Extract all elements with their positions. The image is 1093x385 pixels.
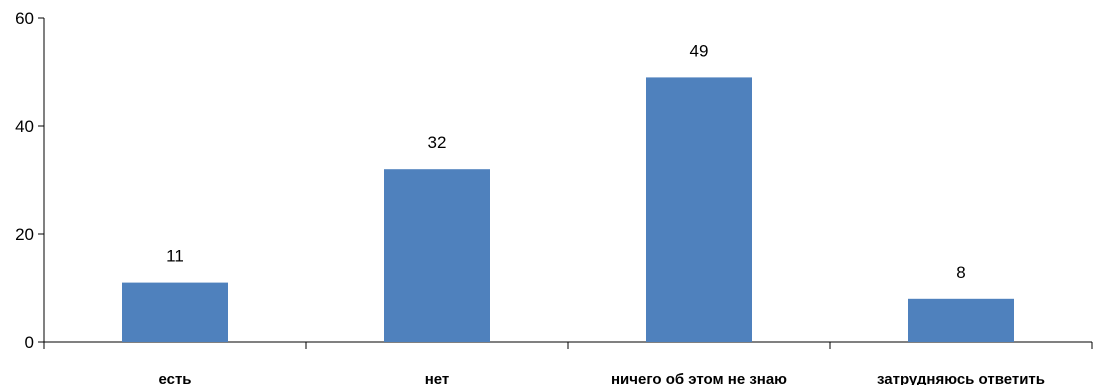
data-labels: 11 32 49 8 [166, 41, 966, 281]
x-category-label: нет [425, 371, 450, 385]
x-category-label: затрудняюсь ответить [877, 371, 1045, 385]
x-category-label: ничего об этом не знаю [611, 371, 787, 385]
bar [384, 169, 490, 342]
y-tick-label: 60 [15, 9, 34, 28]
x-category-label: есть [158, 371, 191, 385]
bars [122, 77, 1014, 343]
bar-value-label: 8 [956, 263, 965, 282]
y-tick-label: 20 [15, 225, 34, 244]
bar [122, 282, 228, 342]
y-tick-label: 40 [15, 117, 34, 136]
bar-value-label: 11 [166, 247, 184, 266]
bar [908, 298, 1014, 342]
bar-value-label: 32 [428, 133, 447, 152]
bar-value-label: 49 [690, 41, 709, 60]
bar [646, 77, 752, 343]
x-axis: есть нет ничего об этом не знаю затрудняюсь… [43, 341, 1093, 385]
y-tick-label: 0 [25, 333, 34, 352]
y-axis: 0 20 40 60 [15, 9, 45, 352]
